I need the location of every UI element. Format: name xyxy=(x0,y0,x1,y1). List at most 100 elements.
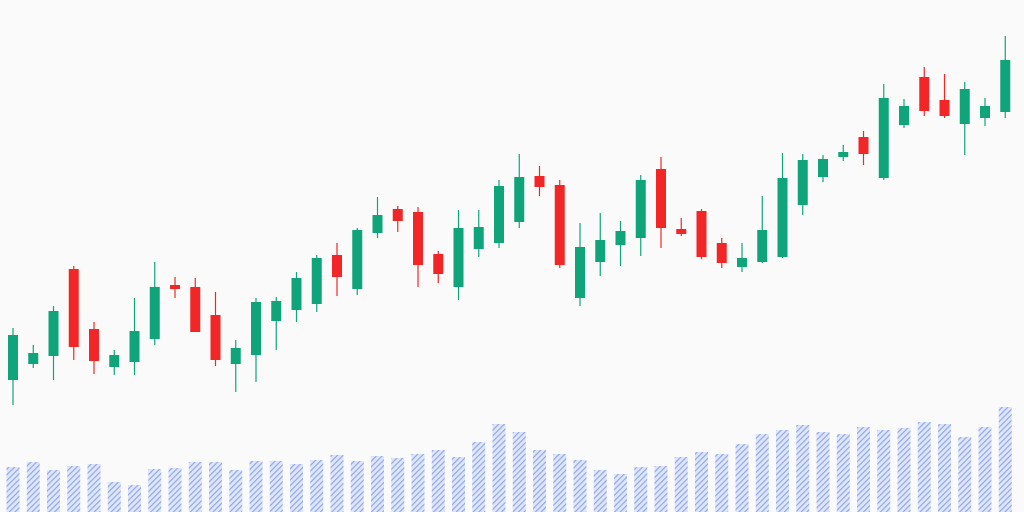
volume-bar xyxy=(634,467,648,512)
candle-body xyxy=(433,254,444,274)
candle-body xyxy=(271,301,282,321)
volume-bar xyxy=(776,430,789,512)
candle-body xyxy=(575,247,585,298)
candle-body xyxy=(372,215,383,233)
volume-bar xyxy=(715,454,729,512)
candle-body xyxy=(109,355,120,367)
volume-bar xyxy=(816,432,830,512)
candle-body xyxy=(251,302,261,355)
volume-bar xyxy=(857,427,870,512)
volume-bar xyxy=(269,461,283,512)
volume-bar xyxy=(371,456,384,512)
candle-body xyxy=(696,211,707,257)
candle-body xyxy=(48,311,59,356)
candle-body xyxy=(878,98,889,178)
candle-body xyxy=(818,159,828,177)
volume-bar xyxy=(310,460,324,512)
candle-body xyxy=(757,230,768,262)
volume-bar xyxy=(796,425,810,512)
candle-body xyxy=(494,186,504,243)
candle-body xyxy=(8,335,18,380)
volume-bar xyxy=(87,464,101,512)
candle-body xyxy=(554,185,565,265)
candle-body xyxy=(980,106,990,118)
volume-bar xyxy=(229,470,243,512)
volume-bar xyxy=(553,454,567,512)
volume-bar xyxy=(411,454,425,512)
volume-bar xyxy=(26,462,40,512)
candle-body xyxy=(149,287,160,339)
candle-body xyxy=(129,331,140,362)
volume-bar xyxy=(431,450,445,512)
volume-bar xyxy=(209,462,222,512)
volume-bar xyxy=(249,461,263,512)
candle-body xyxy=(635,180,646,238)
candle-body xyxy=(676,229,687,234)
candle-body xyxy=(332,255,342,277)
volume-bar xyxy=(330,455,344,512)
candle-body xyxy=(352,230,363,289)
candle-body xyxy=(230,348,241,364)
candle-body xyxy=(939,100,950,116)
candle-body xyxy=(514,177,525,222)
candle-body xyxy=(899,106,909,125)
volume-bar xyxy=(978,427,992,512)
candle-body xyxy=(919,77,930,111)
candle-body xyxy=(737,258,747,267)
volume-bar xyxy=(998,407,1012,512)
volume-bar xyxy=(492,424,506,512)
candle-body xyxy=(392,209,403,221)
volume-bar xyxy=(128,485,141,512)
volume-bar xyxy=(917,422,931,512)
candle-body xyxy=(311,258,322,304)
candle-body xyxy=(838,152,849,157)
volume-bar xyxy=(593,470,607,512)
candle-body xyxy=(210,315,221,360)
volume-bar xyxy=(614,474,627,512)
candle-body xyxy=(595,240,606,262)
candle-body xyxy=(473,227,484,249)
volume-bar xyxy=(735,444,749,512)
candle-body xyxy=(858,137,869,154)
volume-bar xyxy=(290,464,303,512)
candle-body xyxy=(777,178,788,257)
volume-bar xyxy=(452,457,465,512)
volume-bar xyxy=(958,437,972,512)
volume-bar xyxy=(512,432,526,512)
candle-body xyxy=(28,353,39,364)
volume-bar xyxy=(107,482,121,512)
candle-body xyxy=(68,269,79,347)
candle-body xyxy=(89,329,99,361)
volume-bar xyxy=(654,466,668,512)
candle-body xyxy=(615,231,626,245)
candle-body xyxy=(1000,60,1011,112)
volume-bar xyxy=(67,466,81,512)
volume-bar xyxy=(391,458,405,512)
candle-body xyxy=(453,228,464,287)
candle-body xyxy=(656,169,666,228)
candle-body xyxy=(170,285,180,289)
candle-body xyxy=(291,278,302,310)
volume-bar xyxy=(938,424,951,512)
volume-bar xyxy=(188,462,202,512)
candle-body xyxy=(190,287,201,332)
candle-body xyxy=(959,89,970,124)
volume-bar xyxy=(168,468,182,512)
volume-bar xyxy=(350,461,364,512)
volume-bar xyxy=(573,460,587,512)
volume-bar xyxy=(472,442,486,512)
candle-body xyxy=(413,212,423,265)
volume-bar xyxy=(877,430,891,512)
volume-bar xyxy=(897,428,911,512)
volume-bar xyxy=(47,470,60,512)
volume-bar xyxy=(148,469,162,512)
volume-bar xyxy=(695,452,708,512)
volume-bar xyxy=(533,450,546,512)
volume-bar xyxy=(755,434,769,512)
volume-bar xyxy=(6,467,20,512)
candle-body xyxy=(797,160,808,205)
volume-bar xyxy=(836,434,850,512)
candle-body xyxy=(716,243,727,263)
